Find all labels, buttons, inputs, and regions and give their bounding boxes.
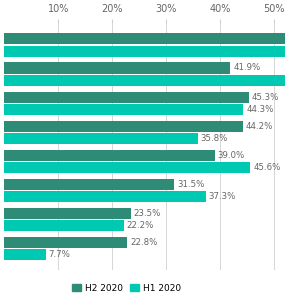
Bar <box>4 249 46 260</box>
Bar <box>4 46 285 57</box>
Bar <box>4 133 197 144</box>
Bar <box>4 75 285 86</box>
Bar <box>4 237 127 248</box>
Text: 22.8%: 22.8% <box>130 238 158 247</box>
Bar <box>4 121 243 132</box>
Text: 44.3%: 44.3% <box>246 105 274 114</box>
Text: 31.5%: 31.5% <box>177 180 204 189</box>
Text: 45.6%: 45.6% <box>253 163 280 172</box>
Text: 35.8%: 35.8% <box>200 134 228 143</box>
Text: 23.5%: 23.5% <box>134 209 161 218</box>
Bar <box>4 208 131 219</box>
Bar <box>4 33 285 44</box>
Bar <box>4 220 124 231</box>
Text: 7.7%: 7.7% <box>49 250 70 259</box>
Text: 44.2%: 44.2% <box>246 122 273 131</box>
Text: 39.0%: 39.0% <box>218 151 245 160</box>
Bar <box>4 104 243 115</box>
Text: 37.3%: 37.3% <box>208 192 236 201</box>
Bar <box>4 62 230 74</box>
Text: 41.9%: 41.9% <box>233 64 260 73</box>
Text: 22.2%: 22.2% <box>127 221 154 230</box>
Bar <box>4 162 250 173</box>
Bar <box>4 179 174 190</box>
Legend: H2 2020, H1 2020: H2 2020, H1 2020 <box>69 280 184 296</box>
Text: 45.3%: 45.3% <box>251 93 279 102</box>
Bar <box>4 92 249 103</box>
Bar <box>4 150 215 161</box>
Bar <box>4 191 206 202</box>
